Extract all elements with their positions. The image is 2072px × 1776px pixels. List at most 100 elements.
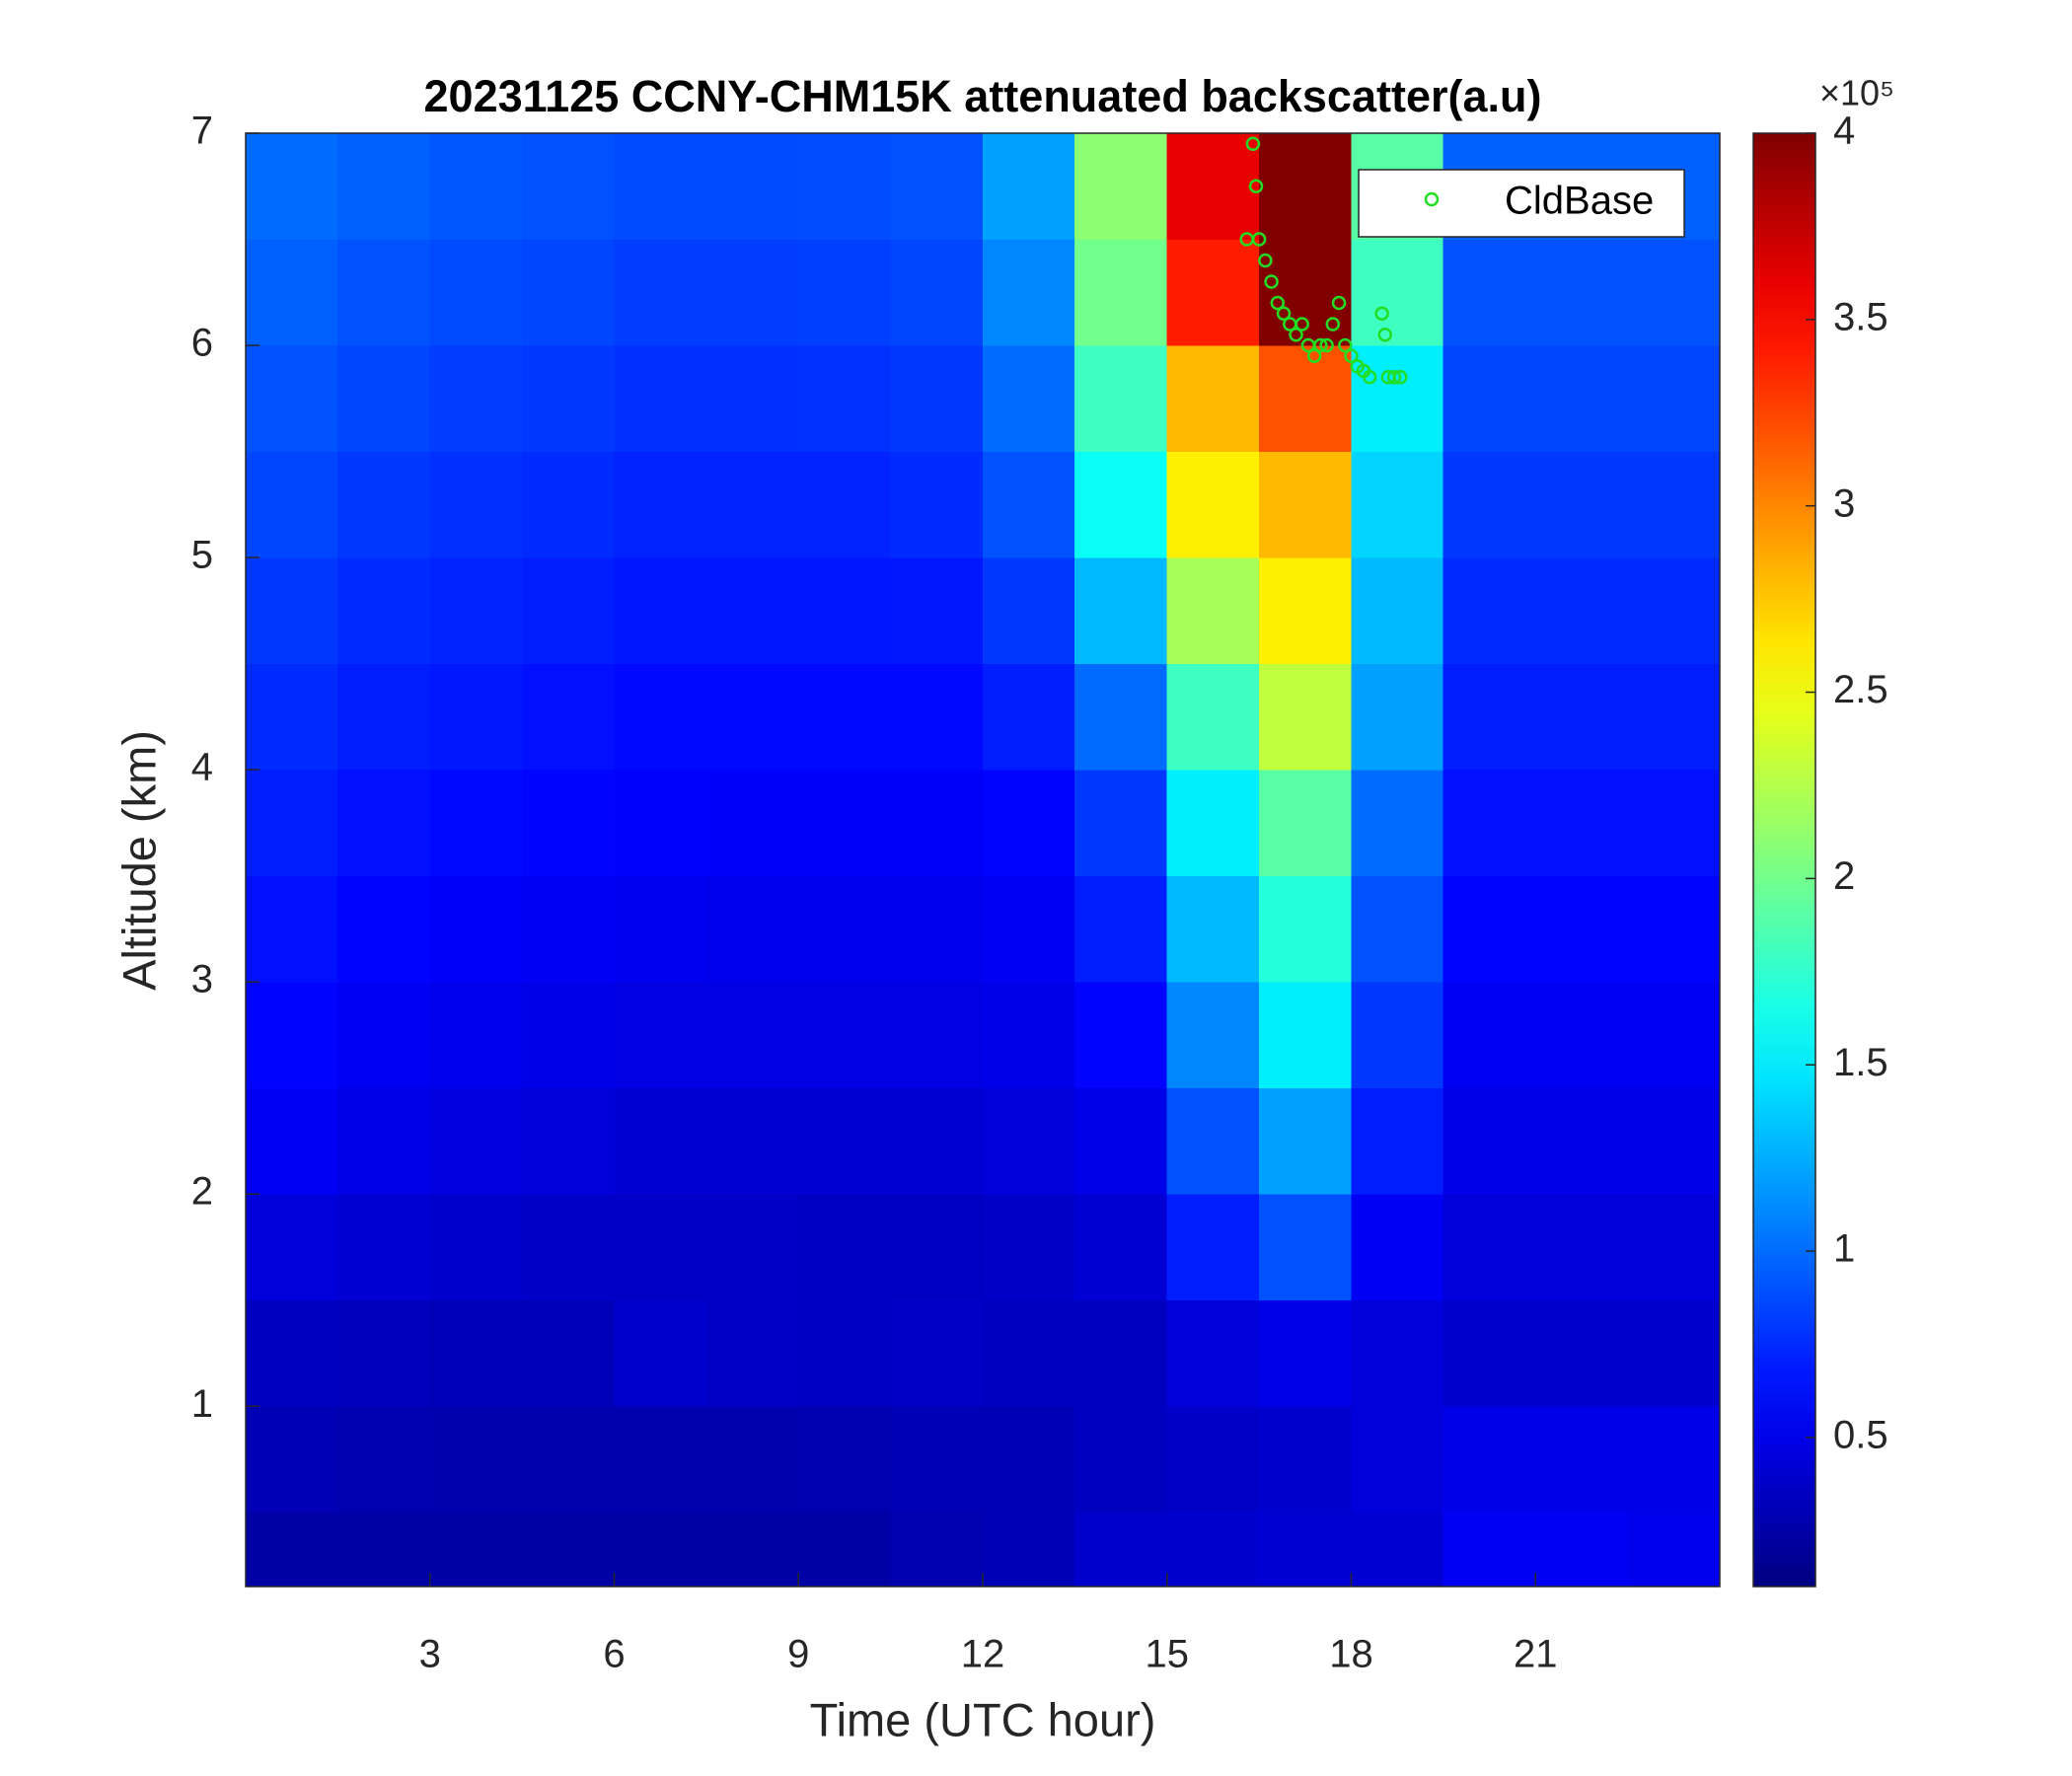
heatmap-cell (429, 663, 523, 771)
heatmap-cell (705, 1087, 799, 1195)
heatmap-cell (798, 451, 891, 558)
heatmap-cell (429, 1193, 523, 1300)
heatmap-cell (890, 344, 984, 452)
heatmap-cell (1535, 769, 1628, 876)
heatmap-cell (1074, 981, 1167, 1088)
cloud-base-point (1362, 370, 1377, 385)
x-tick-label: 9 (787, 1633, 809, 1676)
y-tick-label: 7 (191, 110, 213, 153)
heatmap-cell (337, 239, 430, 346)
heatmap-cell (982, 1087, 1075, 1195)
heatmap-cell (521, 1405, 615, 1513)
heatmap-cell (798, 1512, 891, 1588)
heatmap-cell (1166, 239, 1260, 346)
heatmap-cell (890, 769, 984, 876)
heatmap-cell (705, 663, 799, 771)
heatmap-cell (890, 1299, 984, 1407)
heatmap-cell (614, 132, 707, 240)
heatmap-cell (1258, 769, 1352, 876)
heatmap-cell (890, 1193, 984, 1300)
heatmap-cell (429, 769, 523, 876)
cloud-base-point (1386, 370, 1402, 385)
heatmap-cell (1627, 769, 1721, 876)
heatmap-cell (1535, 663, 1628, 771)
heatmap-cell (1258, 556, 1352, 664)
heatmap-cell (1443, 344, 1536, 452)
chart-title: 20231125 CCNY-CHM15K attenuated backscat… (424, 71, 1542, 121)
heatmap-cell (429, 1299, 523, 1407)
colorbar-exponent: ×10⁵ (1819, 73, 1894, 113)
y-axis-label: Altitude (km) (112, 730, 165, 991)
heatmap-cell (1351, 1512, 1444, 1588)
heatmap-cell (1258, 451, 1352, 558)
cloud-base-point (1270, 295, 1286, 311)
heatmap-cell (982, 663, 1075, 771)
heatmap-cell (614, 875, 707, 983)
heatmap-cell (1166, 769, 1260, 876)
heatmap-cell (1443, 556, 1536, 664)
heatmap-cell (521, 239, 615, 346)
heatmap-cell (705, 1299, 799, 1407)
heatmap-cell (890, 1405, 984, 1513)
heatmap-cell (1627, 556, 1721, 664)
heatmap-cell (1074, 1512, 1167, 1588)
heatmap-cell (429, 1087, 523, 1195)
heatmap-cell (982, 981, 1075, 1088)
cloud-base-point (1248, 179, 1264, 194)
heatmap-cell (1166, 556, 1260, 664)
heatmap-cell (705, 1405, 799, 1513)
heatmap-cell (1166, 1299, 1260, 1407)
heatmap-cell (1074, 1087, 1167, 1195)
heatmap-cell (1351, 769, 1444, 876)
heatmap-cell (1258, 1405, 1352, 1513)
y-tick-label: 3 (191, 958, 213, 1001)
heatmap-cell (1627, 344, 1721, 452)
heatmap-cell (705, 344, 799, 452)
heatmap-cell (1443, 1193, 1536, 1300)
heatmap-cell (1166, 1512, 1260, 1588)
heatmap-cell (245, 1193, 338, 1300)
heatmap-cell (1443, 1405, 1536, 1513)
heatmap-cell (614, 556, 707, 664)
heatmap-cell (1627, 1193, 1721, 1300)
heatmap-cell (982, 556, 1075, 664)
heatmap-cell (337, 556, 430, 664)
heatmap-cell (521, 344, 615, 452)
heatmap-cell (521, 981, 615, 1088)
heatmap-cell (1074, 875, 1167, 983)
heatmap-cell (798, 239, 891, 346)
heatmap-cell (521, 769, 615, 876)
heatmap-cell (982, 239, 1075, 346)
heatmap-cell (337, 132, 430, 240)
heatmap-cell (1258, 344, 1352, 452)
x-tick-label: 21 (1514, 1633, 1558, 1676)
cloud-base-point (1289, 328, 1303, 342)
colorbar-tick-label: 4 (1833, 110, 1855, 153)
heatmap-cell (521, 132, 615, 240)
heatmap-cell (337, 1087, 430, 1195)
heatmap-cell (1351, 981, 1444, 1088)
heatmap-cell (1258, 1087, 1352, 1195)
x-axis-label: Time (UTC hour) (810, 1693, 1156, 1745)
heatmap-cell (245, 875, 338, 983)
heatmap-cell (337, 1512, 430, 1588)
heatmap-cell (705, 556, 799, 664)
heatmap-cell (429, 1405, 523, 1513)
heatmap-cell (521, 1087, 615, 1195)
cloud-base-point (1251, 232, 1267, 247)
heatmap-cell (1258, 239, 1352, 346)
cloud-base-point (1295, 317, 1309, 332)
heatmap-cell (1443, 451, 1536, 558)
heatmap-cell (1258, 1512, 1352, 1588)
heatmap-cell (1535, 451, 1628, 558)
heatmap-cell (798, 556, 891, 664)
heatmap-cell (1166, 981, 1260, 1088)
heatmap-cell (1627, 981, 1721, 1088)
x-tick-label: 3 (419, 1633, 441, 1676)
heatmap-cell (1074, 556, 1167, 664)
heatmap-cell (1351, 1087, 1444, 1195)
y-tick-label: 1 (191, 1382, 213, 1426)
heatmap-cell (614, 663, 707, 771)
colorbar-tick-label: 1.5 (1833, 1041, 1888, 1084)
